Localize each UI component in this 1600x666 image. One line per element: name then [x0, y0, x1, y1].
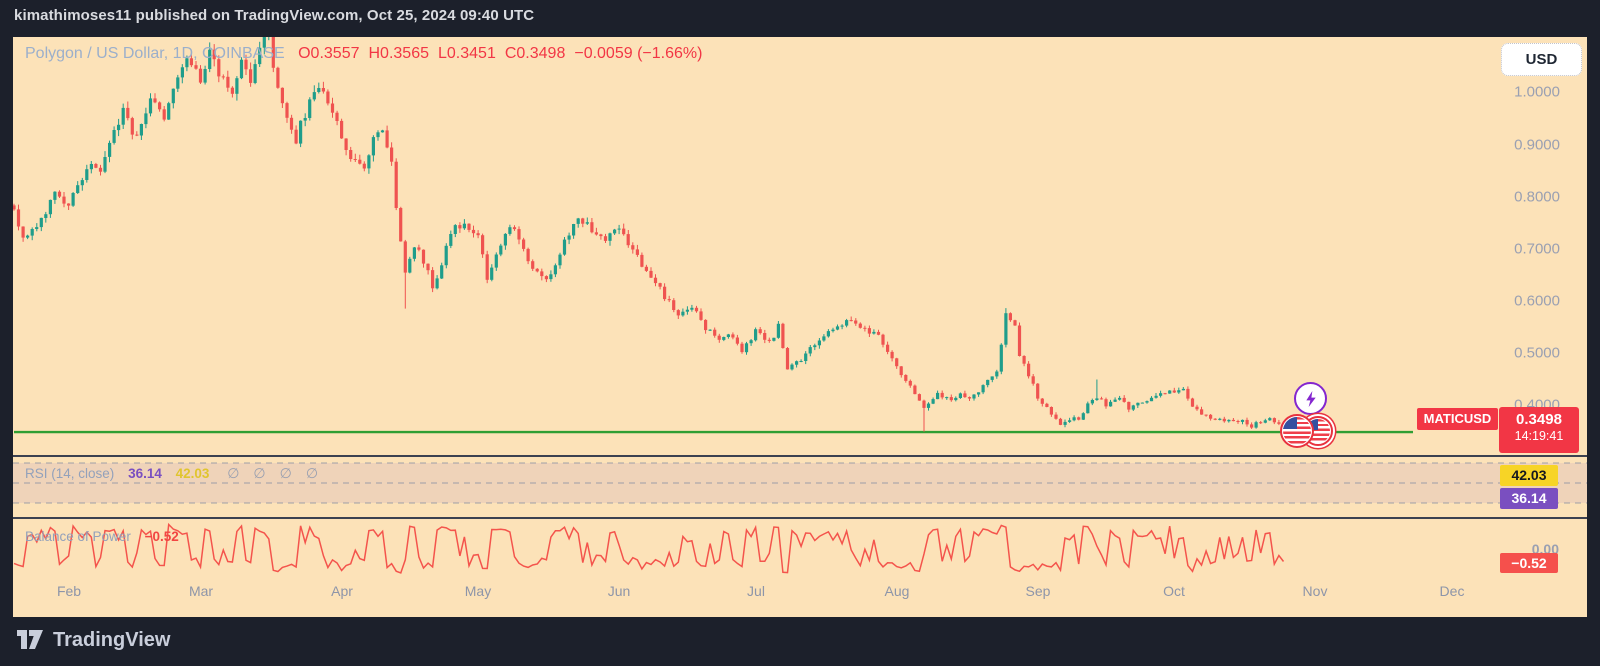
tradingview-wordmark: TradingView: [53, 628, 171, 651]
currency-toggle-button[interactable]: USD: [1501, 43, 1582, 76]
rsi-hidden-markers: ∅ ∅ ∅ ∅: [213, 465, 319, 481]
time-tick-label: Oct: [1163, 583, 1185, 599]
pane-separator: [13, 517, 1587, 519]
attribution-text: kimathimoses11 published on TradingView.…: [14, 7, 535, 24]
time-tick-label: Sep: [1025, 583, 1051, 599]
time-tick-label: May: [464, 583, 492, 599]
hidden-value-marker: ∅: [253, 465, 266, 481]
ohlc-open: O0.3557: [298, 45, 360, 62]
rsi-ma-value-badge: 42.03: [1500, 465, 1558, 486]
chart-area[interactable]: Polygon / US Dollar, 1D, COINBASE O0.355…: [13, 37, 1587, 617]
time-tick-label: Mar: [188, 583, 214, 599]
ohlc-change: −0.0059 (−1.66%): [574, 45, 703, 62]
time-tick-label: Jun: [607, 583, 631, 599]
us-flag-coins-badge[interactable]: [1280, 414, 1340, 450]
hidden-value-marker: ∅: [279, 465, 292, 481]
rsi-title: RSI (14, close): [25, 466, 115, 481]
symbol-price-tag: MATICUSD: [1417, 408, 1498, 430]
lightning-event-badge[interactable]: [1294, 382, 1327, 415]
pane-separator: [13, 455, 1587, 457]
attribution-bar: kimathimoses11 published on TradingView.…: [14, 0, 534, 34]
symbol-title: Polygon / US Dollar, 1D, COINBASE: [25, 45, 285, 62]
footer: TradingView: [17, 620, 170, 660]
bop-line: [13, 522, 1285, 574]
ohlc-low: L0.3451: [438, 45, 496, 62]
price-tick-label: 0.8000: [1514, 188, 1560, 206]
time-tick-label: Nov: [1302, 583, 1328, 599]
bop-legend-value: −0.52: [144, 529, 179, 544]
bar-countdown: 14:19:41: [1514, 429, 1564, 443]
price-tick-label: 0.7000: [1514, 240, 1560, 258]
time-tick-label: Apr: [331, 583, 353, 599]
rsi-value-badge: 36.14: [1500, 488, 1558, 509]
rsi-legend-value: 36.14: [128, 466, 162, 481]
tradingview-logo: [17, 630, 43, 649]
bop-value-badge: −0.52: [1500, 553, 1558, 573]
ohlc-close: C0.3498: [504, 45, 566, 62]
ohlc-high: H0.3565: [368, 45, 430, 62]
price-tick-label: 1.0000: [1514, 83, 1560, 101]
hidden-value-marker: ∅: [227, 465, 240, 481]
us-flag-coin-icon: [1280, 414, 1314, 448]
price-tick-label: 0.5000: [1514, 344, 1560, 362]
bop-legend: Balance of Power −0.52: [25, 529, 179, 544]
symbol-legend: Polygon / US Dollar, 1D, COINBASE O0.355…: [25, 45, 702, 63]
last-price-value: 0.3498: [1516, 411, 1562, 428]
time-tick-label: Dec: [1439, 583, 1465, 599]
rsi-legend-ma-value: 42.03: [175, 466, 210, 481]
candlestick-series: [13, 37, 1286, 432]
time-tick-label: Feb: [56, 583, 82, 599]
time-tick-label: Jul: [747, 583, 765, 599]
ohlc-values: O0.3557 H0.3565 L0.3451 C0.3498 −0.0059 (−1.…: [289, 45, 702, 62]
price-tick-label: 0.9000: [1514, 136, 1560, 154]
last-price-box: 0.3498 14:19:41: [1499, 407, 1579, 453]
price-tick-label: 0.6000: [1514, 292, 1560, 310]
hidden-value-marker: ∅: [305, 465, 319, 481]
bop-title: Balance of Power: [25, 529, 131, 544]
time-tick-label: Aug: [884, 583, 910, 599]
rsi-legend: RSI (14, close) 36.14 42.03 ∅ ∅ ∅ ∅: [25, 465, 318, 482]
price-chart-canvas[interactable]: [13, 37, 1587, 617]
lightning-icon: [1305, 390, 1316, 407]
